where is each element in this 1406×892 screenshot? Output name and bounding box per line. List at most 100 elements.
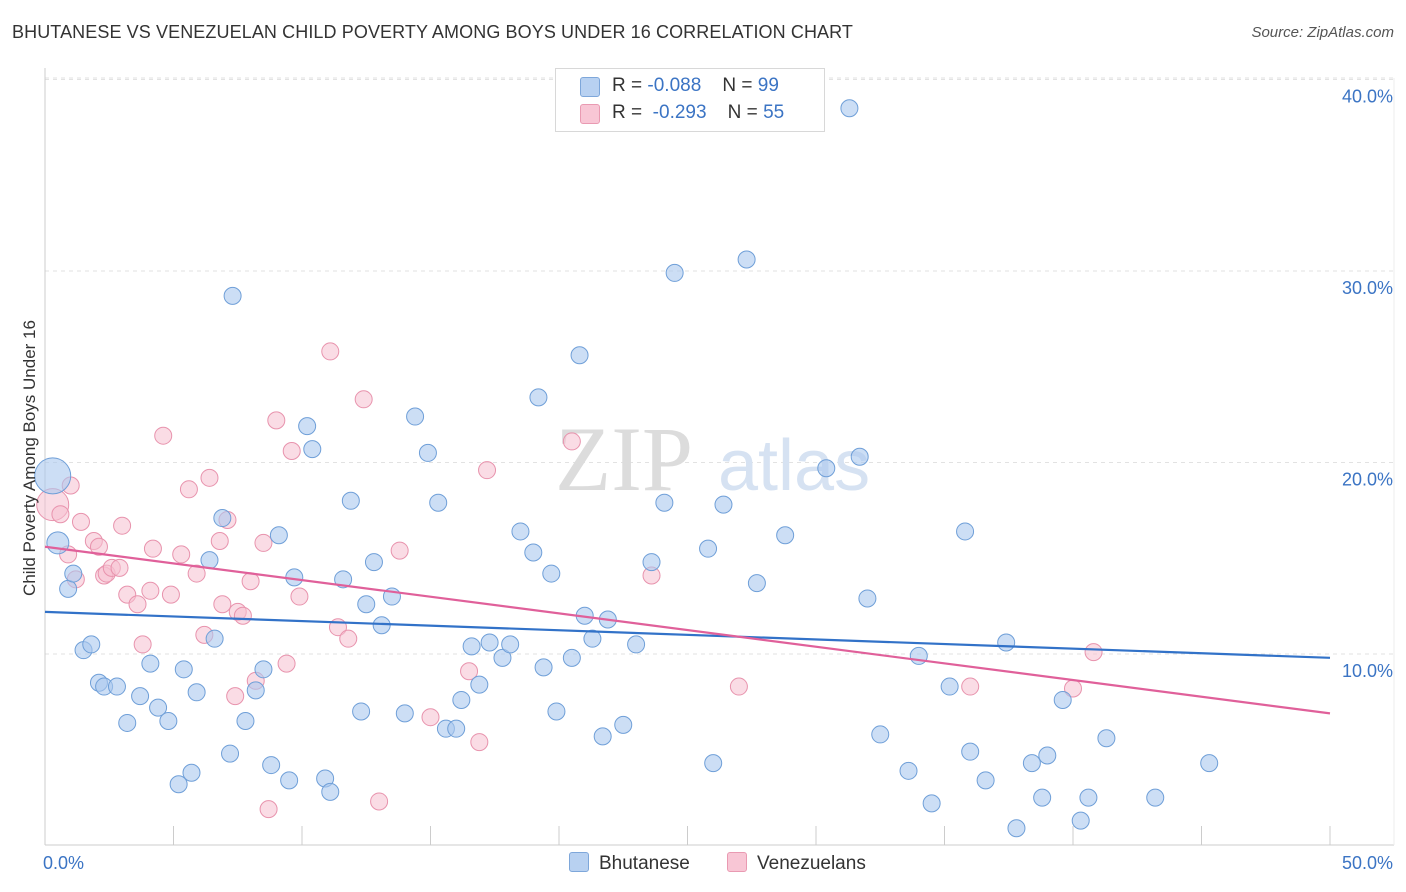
bhutanese-point: [850, 447, 869, 466]
bhutanese-point: [182, 763, 201, 782]
venezuelan-point: [210, 532, 229, 551]
venezuelan-point: [128, 595, 147, 614]
bhutanese-point: [1097, 729, 1116, 748]
bhutanese-point: [1033, 788, 1052, 807]
venezuelan-point: [161, 585, 180, 604]
bhutanese-point: [547, 702, 566, 721]
legend-n-label: N =: [722, 75, 753, 96]
bhutanese-point: [470, 675, 489, 694]
y-tick-label: 10.0%: [1342, 661, 1393, 681]
watermark-zip: ZIP: [555, 408, 693, 510]
bhutanese-point: [418, 443, 437, 462]
bhutanese-point: [961, 742, 980, 761]
legend-n-label: N =: [727, 102, 758, 123]
bhutanese-point: [714, 495, 733, 514]
bhutanese-point: [107, 677, 126, 696]
legend-r-label: R =: [612, 102, 643, 123]
venezuelan-point: [470, 733, 489, 752]
venezuelan-point: [141, 581, 160, 600]
source-label: Source: ZipAtlas.com: [1251, 24, 1394, 41]
bhutanese-point: [223, 286, 242, 305]
legend-n-value: 99: [757, 75, 779, 96]
venezuelan-point: [354, 390, 373, 409]
bottom-legend-swatch-bhutanese: [569, 852, 589, 872]
venezuelan-point: [267, 411, 286, 430]
bhutanese-point: [462, 637, 481, 656]
bottom-legend-venezuelan: Venezuelans: [727, 852, 866, 875]
legend-text-bhutanese: R = -0.088 N = 99: [612, 75, 779, 97]
bhutanese-point: [118, 713, 137, 732]
bhutanese-point: [542, 564, 561, 583]
venezuelan-point: [187, 564, 206, 583]
bhutanese-point: [269, 526, 288, 545]
venezuelan-point: [172, 545, 191, 564]
venezuelan-point: [154, 426, 173, 445]
bhutanese-point: [922, 794, 941, 813]
venezuelan-point: [259, 800, 278, 819]
bottom-legend-label-bhutanese: Bhutanese: [599, 853, 690, 874]
bottom-legend-bhutanese: Bhutanese: [569, 852, 690, 875]
venezuelan-point: [110, 558, 129, 577]
bhutanese-point: [262, 756, 281, 775]
venezuelan-point: [71, 512, 90, 531]
venezuelan-point: [277, 654, 296, 673]
bhutanese-point: [1038, 746, 1057, 765]
bhutanese-point: [280, 771, 299, 790]
bhutanese-point: [997, 633, 1016, 652]
bhutanese-point: [141, 654, 160, 673]
legend-swatch-bhutanese: [580, 77, 600, 97]
bhutanese-trend-line: [44, 610, 1331, 659]
legend-text-venezuelan: R = -0.293 N = 55: [612, 102, 784, 124]
bhutanese-point: [529, 388, 548, 407]
venezuelan-point: [961, 677, 980, 696]
bhutanese-point: [871, 725, 890, 744]
venezuelan-point: [562, 432, 581, 451]
bhutanese-point: [429, 493, 448, 512]
bhutanese-point: [614, 715, 633, 734]
bhutanese-point: [627, 635, 646, 654]
bhutanese-point: [352, 702, 371, 721]
watermark-atlas: atlas: [718, 426, 870, 506]
trend-lines: [44, 545, 1331, 715]
legend-n-value: 55: [763, 102, 785, 123]
bhutanese-point: [131, 687, 150, 706]
bhutanese-point: [858, 589, 877, 608]
venezuelan-point: [89, 537, 108, 556]
chart-title: BHUTANESE VS VENEZUELAN CHILD POVERTY AM…: [12, 22, 854, 42]
bhutanese-point: [82, 635, 101, 654]
bhutanese-point: [1007, 819, 1026, 838]
bhutanese-point: [372, 616, 391, 635]
bhutanese-point: [213, 509, 232, 528]
bhutanese-point: [511, 522, 530, 541]
bhutanese-point: [570, 346, 589, 365]
venezuelan-point: [290, 587, 309, 606]
bhutanese-point: [236, 712, 255, 731]
bhutanese-point: [655, 493, 674, 512]
bhutanese-point: [642, 553, 661, 572]
legend-swatch-venezuelan: [580, 104, 600, 124]
bottom-legend-label-venezuelan: Venezuelans: [757, 853, 866, 874]
bhutanese-point: [321, 782, 340, 801]
venezuelan-trend-line: [44, 545, 1331, 715]
bhutanese-point: [205, 629, 224, 648]
bhutanese-point: [303, 440, 322, 459]
bhutanese-point: [341, 491, 360, 510]
bhutanese-point: [534, 658, 553, 677]
bhutanese-point: [493, 648, 512, 667]
bhutanese-point: [1079, 788, 1098, 807]
venezuelan-point: [200, 468, 219, 487]
bhutanese-point: [704, 754, 723, 773]
bhutanese-point: [817, 459, 836, 478]
venezuelan-point: [282, 442, 301, 461]
venezuelan-point: [51, 505, 70, 524]
bhutanese-point: [174, 660, 193, 679]
venezuelan-point: [339, 629, 358, 648]
venezuelan-point: [460, 662, 479, 681]
bhutanese-point: [562, 648, 581, 667]
bhutanese-point: [149, 698, 168, 717]
venezuelan-point: [233, 606, 252, 625]
bhutanese-point: [64, 564, 83, 583]
venezuelan-point: [213, 595, 232, 614]
bhutanese-point: [840, 99, 859, 118]
bhutanese-point: [747, 574, 766, 593]
